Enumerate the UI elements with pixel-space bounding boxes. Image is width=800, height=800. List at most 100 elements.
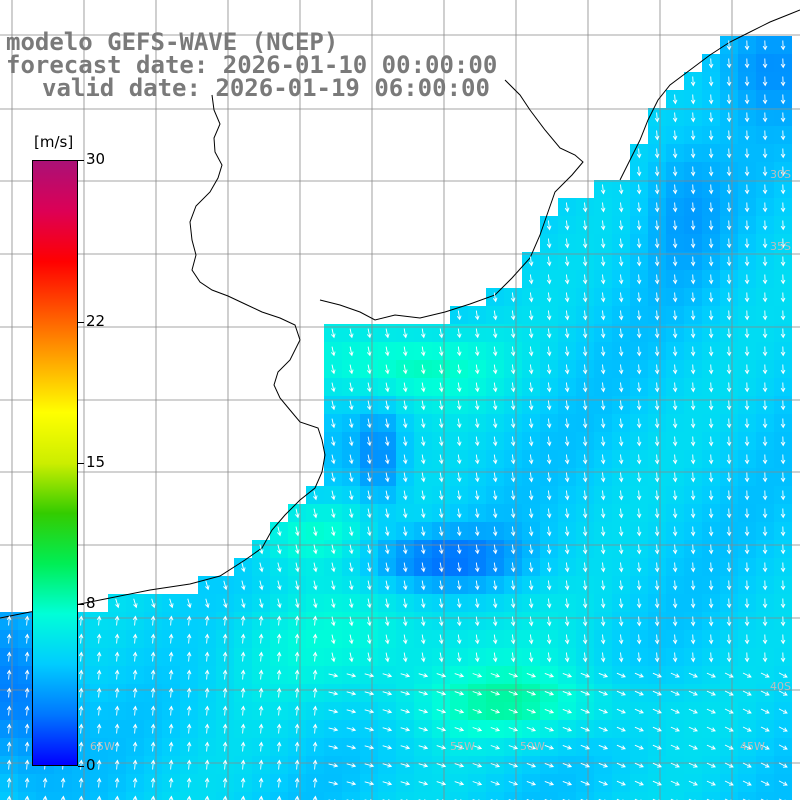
wind-arrow — [672, 580, 678, 591]
wind-arrow — [312, 615, 318, 626]
wind-arrow — [6, 705, 12, 716]
wind-arrow — [600, 562, 606, 573]
longitude-label: 45W — [740, 740, 765, 753]
wind-arrow — [474, 526, 480, 537]
wind-arrow — [564, 562, 570, 573]
wind-arrow — [564, 400, 570, 411]
wind-arrow — [312, 795, 318, 800]
longitude-label: 55W — [450, 740, 475, 753]
wind-arrow — [780, 436, 786, 447]
wind-arrow — [366, 544, 372, 555]
wind-arrow — [277, 562, 282, 573]
wind-arrow — [742, 726, 752, 732]
wind-arrow — [348, 472, 354, 483]
wind-arrow — [346, 709, 357, 714]
wind-arrow — [600, 202, 606, 213]
wind-arrow — [420, 616, 426, 627]
wind-cell — [756, 792, 774, 800]
wind-arrow — [582, 256, 588, 267]
wind-arrow — [564, 616, 570, 627]
wind-arrow — [400, 763, 411, 768]
wind-arrow — [780, 148, 786, 159]
wind-arrow — [690, 382, 696, 393]
wind-arrow — [636, 544, 642, 555]
wind-arrow — [546, 292, 552, 303]
wind-arrow — [510, 562, 516, 573]
wind-arrow — [762, 472, 768, 483]
wind-arrow — [654, 166, 660, 177]
wind-arrow — [564, 472, 570, 483]
wind-arrow — [780, 274, 786, 285]
wind-arrow — [690, 94, 696, 105]
wind-arrow — [600, 472, 606, 483]
wind-arrow — [582, 202, 588, 213]
wind-arrow — [760, 726, 770, 732]
wind-arrow — [726, 382, 732, 393]
wind-arrow — [240, 705, 246, 716]
wind-arrow — [634, 744, 644, 750]
wind-arrow — [726, 346, 732, 357]
wind-arrow — [222, 615, 228, 626]
wind-cell — [306, 792, 324, 800]
wind-arrow — [456, 364, 462, 375]
wind-arrow — [420, 472, 426, 483]
wind-arrow — [762, 562, 768, 573]
wind-arrow — [420, 346, 426, 357]
wind-arrow — [708, 526, 714, 537]
wind-arrow — [328, 709, 339, 714]
wind-arrow — [672, 598, 678, 609]
wind-arrow — [400, 709, 411, 714]
wind-arrow — [778, 672, 788, 678]
wind-arrow — [708, 472, 714, 483]
wind-cell — [198, 792, 216, 800]
coastline-segment — [619, 9, 800, 181]
wind-arrow — [618, 256, 624, 267]
wind-arrow — [384, 400, 390, 411]
wind-arrow — [726, 148, 732, 159]
wind-arrow — [636, 562, 642, 573]
wind-arrow — [780, 112, 786, 123]
wind-arrow — [132, 705, 138, 716]
wind-arrow — [150, 795, 156, 800]
wind-arrow — [492, 436, 498, 447]
wind-arrow — [672, 220, 678, 231]
wind-arrow — [742, 690, 752, 696]
wind-arrow — [366, 634, 372, 645]
wind-arrow — [313, 544, 318, 555]
wind-cell — [18, 792, 36, 800]
wind-arrow — [564, 328, 570, 339]
latitude-label: 30S — [770, 168, 791, 181]
wind-arrow — [330, 328, 336, 339]
wind-arrow — [726, 184, 732, 195]
forecast-date: forecast date: 2026-01-10 00:00:00 — [6, 51, 498, 79]
wind-arrow — [564, 544, 570, 555]
wind-arrow — [438, 562, 444, 573]
wind-arrow — [348, 634, 354, 645]
wind-arrow — [582, 328, 588, 339]
colorbar-tick-label: 15 — [86, 453, 106, 471]
wind-arrow — [295, 598, 300, 609]
wind-arrow — [580, 780, 591, 786]
wind-arrow — [654, 310, 660, 321]
wind-arrow — [78, 759, 84, 770]
wind-arrow — [186, 669, 192, 680]
wind-arrow — [618, 508, 624, 519]
wind-arrow — [420, 526, 426, 537]
wind-arrow — [546, 562, 552, 573]
wind-arrow — [618, 616, 624, 627]
wind-arrow — [474, 382, 480, 393]
wind-cell — [324, 792, 342, 800]
wind-arrow — [672, 382, 678, 393]
wind-arrow — [348, 598, 354, 609]
wind-cell — [144, 792, 162, 800]
wind-arrow — [276, 687, 282, 698]
wind-arrow — [526, 726, 537, 732]
wind-arrow — [546, 400, 552, 411]
wind-arrow — [528, 562, 534, 573]
wind-arrow — [78, 705, 84, 716]
wind-cell — [432, 792, 450, 800]
wind-arrow — [582, 616, 588, 627]
wind-arrow — [618, 526, 624, 537]
wind-arrow — [382, 691, 393, 696]
wind-arrow — [618, 598, 624, 609]
